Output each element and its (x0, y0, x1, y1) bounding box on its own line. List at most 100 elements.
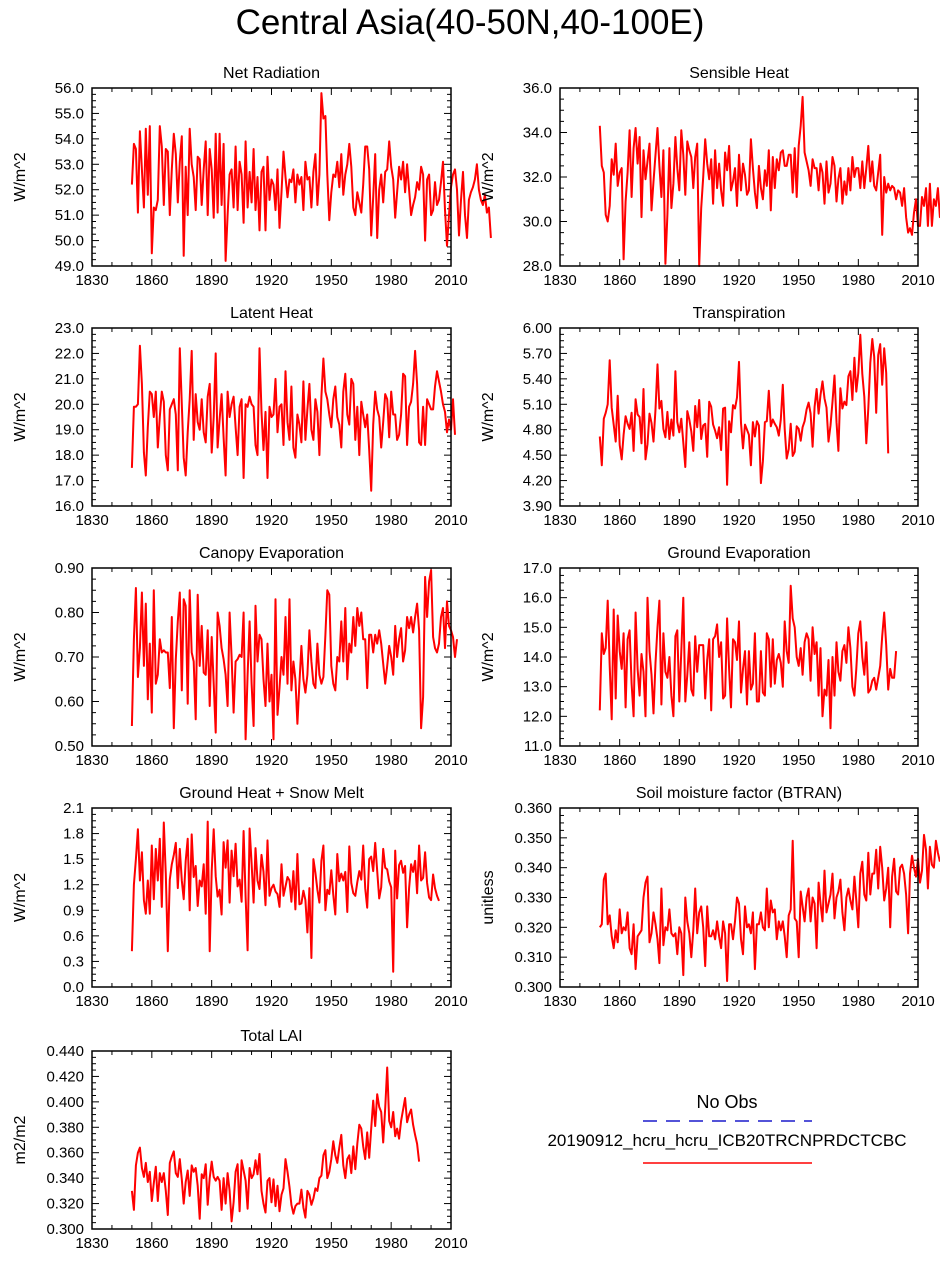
plot-frame (559, 327, 919, 507)
x-tick-label: 1950 (782, 512, 815, 529)
series-line (130, 569, 458, 741)
y-tick-label: 0.6 (63, 928, 84, 945)
series-line (130, 92, 492, 262)
x-tick-label: 1890 (663, 993, 696, 1010)
x-tick-label: 2010 (901, 512, 934, 529)
y-tick-label: 0.310 (514, 949, 552, 966)
chart-panel: Total LAI m2/m2 1830 1860 1890 1920 1950 1980 20… (12, 1028, 468, 1252)
series-line (598, 333, 890, 486)
x-tick-label: 1920 (722, 752, 755, 769)
x-tick-label: 1950 (315, 272, 348, 289)
legend-model-label: 20190912_hcru_hcru_ICB20TRCNPRDCTCBC (547, 1131, 906, 1150)
chart-panel: Canopy Evaporation W/m^2 1830 1860 1890 1920 1… (12, 545, 468, 769)
y-tick-label: 56.0 (55, 80, 84, 97)
y-tick-label: 36.0 (523, 80, 552, 97)
y-tick-label: 0.90 (55, 560, 84, 577)
y-tick-label: 21.0 (55, 371, 84, 388)
y-tick-label: 11.0 (524, 738, 552, 755)
y-tick-label: 0.340 (46, 1170, 84, 1187)
x-tick-label: 1830 (75, 512, 108, 529)
y-tick-label: 4.50 (523, 447, 552, 464)
y-tick-label: 12.0 (523, 708, 552, 725)
x-tick-label: 1890 (195, 272, 228, 289)
y-tick-label: 13.0 (523, 679, 552, 696)
y-tick-label: 0.3 (63, 953, 84, 970)
series-line (130, 1066, 421, 1223)
y-tick-label: 5.70 (523, 345, 552, 362)
y-tick-label: 0.440 (46, 1043, 84, 1060)
y-tick-label: 0.300 (514, 979, 552, 996)
y-tick-label: 14.0 (523, 649, 552, 666)
y-axis-label: unitless (480, 870, 497, 924)
chart-panel: Net Radiation W/m^2 1830 1860 1890 1920 1950 19… (12, 65, 492, 289)
y-tick-label: 1.2 (63, 877, 84, 894)
y-tick-label: 0.350 (514, 830, 552, 847)
series-line (598, 584, 898, 730)
x-tick-label: 1860 (135, 993, 168, 1010)
x-tick-label: 1950 (782, 272, 815, 289)
y-tick-label: 4.20 (523, 473, 552, 490)
y-tick-label: 30.0 (523, 214, 552, 231)
x-tick-label: 1980 (842, 512, 875, 529)
y-tick-label: 0.70 (55, 649, 84, 666)
x-tick-label: 1950 (315, 993, 348, 1010)
x-tick-label: 1860 (135, 272, 168, 289)
x-tick-label: 2010 (901, 272, 934, 289)
y-tick-label: 0.320 (46, 1196, 84, 1213)
x-tick-label: 1980 (842, 993, 875, 1010)
x-tick-label: 1920 (255, 1235, 288, 1252)
plot-frame (91, 567, 452, 747)
x-tick-label: 1890 (663, 752, 696, 769)
x-tick-label: 1830 (543, 993, 576, 1010)
chart-title: Soil moisture factor (BTRAN) (636, 785, 842, 802)
y-tick-label: 16.0 (55, 498, 84, 515)
x-tick-label: 2010 (434, 512, 467, 529)
y-tick-label: 17.0 (55, 473, 84, 490)
x-tick-label: 1860 (603, 272, 636, 289)
x-tick-label: 1980 (842, 752, 875, 769)
x-tick-label: 1920 (255, 512, 288, 529)
y-tick-label: 5.10 (523, 396, 552, 413)
y-tick-label: 2.1 (63, 800, 84, 817)
chart-panel: Transpiration W/m^2 1830 1860 1890 1920 1950 19… (480, 305, 935, 529)
y-tick-label: 5.40 (523, 371, 552, 388)
series-line (598, 95, 940, 267)
x-tick-label: 2010 (901, 993, 934, 1010)
y-tick-label: 32.0 (523, 169, 552, 186)
y-tick-label: 0.380 (46, 1119, 84, 1136)
y-tick-label: 0.360 (514, 800, 552, 817)
y-tick-label: 15.0 (523, 619, 552, 636)
legend-no-obs-label: No Obs (696, 1092, 757, 1112)
y-axis-label: W/m^2 (12, 632, 29, 681)
chart-panel: Ground Heat + Snow Melt W/m^2 1830 1860 1890… (12, 785, 468, 1010)
x-tick-label: 2010 (434, 1235, 467, 1252)
y-tick-label: 20.0 (55, 396, 84, 413)
series-line (130, 344, 456, 492)
y-tick-label: 52.0 (55, 182, 84, 199)
x-tick-label: 1950 (315, 1235, 348, 1252)
x-tick-label: 1830 (543, 752, 576, 769)
y-tick-label: 0.80 (55, 605, 84, 622)
plot-frame (91, 327, 452, 507)
y-tick-label: 22.0 (55, 345, 84, 362)
y-tick-label: 0.50 (55, 738, 84, 755)
x-tick-label: 2010 (901, 752, 934, 769)
y-tick-label: 0.60 (55, 694, 84, 711)
chart-title: Total LAI (240, 1028, 302, 1045)
x-tick-label: 1830 (75, 1235, 108, 1252)
y-tick-label: 0.330 (514, 890, 552, 907)
plot-frame (91, 87, 452, 267)
chart-panel: Ground Evaporation W/m^2 1830 1860 1890 1920 1… (480, 545, 935, 769)
x-tick-label: 1890 (663, 512, 696, 529)
y-tick-label: 54.0 (55, 131, 84, 148)
chart-panel: Sensible Heat W/m^2 1830 1860 1890 1920 1950 19… (480, 65, 940, 289)
y-tick-label: 17.0 (523, 560, 552, 577)
y-tick-label: 0.320 (514, 919, 552, 936)
plot-frame (91, 807, 452, 988)
x-tick-label: 1920 (722, 512, 755, 529)
x-tick-label: 1980 (374, 993, 407, 1010)
legend: No Obs 20190912_hcru_hcru_ICB20TRCNPRDCT… (547, 1092, 907, 1164)
x-tick-label: 1860 (603, 993, 636, 1010)
y-tick-label: 1.5 (63, 851, 84, 868)
